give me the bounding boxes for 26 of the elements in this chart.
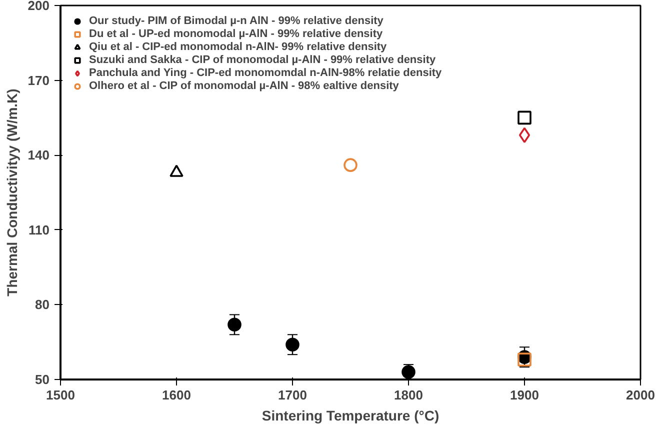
legend-label: Our study- PIM of Bimodal µ-n AlN - 99% relative density: [89, 15, 384, 27]
point: [286, 338, 300, 352]
legend-label: Suzuki and Sakka - CIP of monomodal µ-AlN - 99% relative density: [89, 54, 436, 66]
x-tick-label: 1900: [510, 388, 539, 402]
x-tick-label: 2000: [626, 388, 655, 402]
x-tick-label: 1700: [278, 388, 307, 402]
point: [344, 158, 358, 172]
x-tick-label: 1600: [162, 388, 191, 402]
x-axis-title: Sintering Temperature (°C): [262, 408, 440, 424]
legend-label: Qiu et al - CIP-ed monomodal n-AlN- 99% relative density: [89, 41, 387, 53]
y-tick-label: 170: [28, 72, 50, 88]
point: [518, 352, 532, 366]
x-tick-label: 1500: [46, 388, 75, 402]
y-tick-label: 110: [28, 222, 50, 238]
y-tick-label: 50: [35, 372, 50, 387]
legend-label: Olhero et al - CIP of monomodal µ-AlN - 98% ealtive density: [89, 80, 399, 92]
y-tick-label: 140: [28, 148, 50, 163]
point: [228, 318, 242, 332]
legend-label: Du et al - UP-ed monomodal µ-AlN - 99% relative density: [89, 28, 383, 40]
point: [518, 110, 532, 125]
point: [518, 127, 530, 144]
y-axis-title: Thermal Conductivityy (W/m.K): [4, 88, 20, 296]
x-tick-label: 1800: [394, 388, 423, 402]
y-tick-label: 200: [28, 0, 50, 13]
legend-label: Panchula and Ying - CIP-ed monomomdal n-AlN-98% relatie density: [89, 67, 442, 79]
y-tick-label: 80: [35, 297, 50, 312]
